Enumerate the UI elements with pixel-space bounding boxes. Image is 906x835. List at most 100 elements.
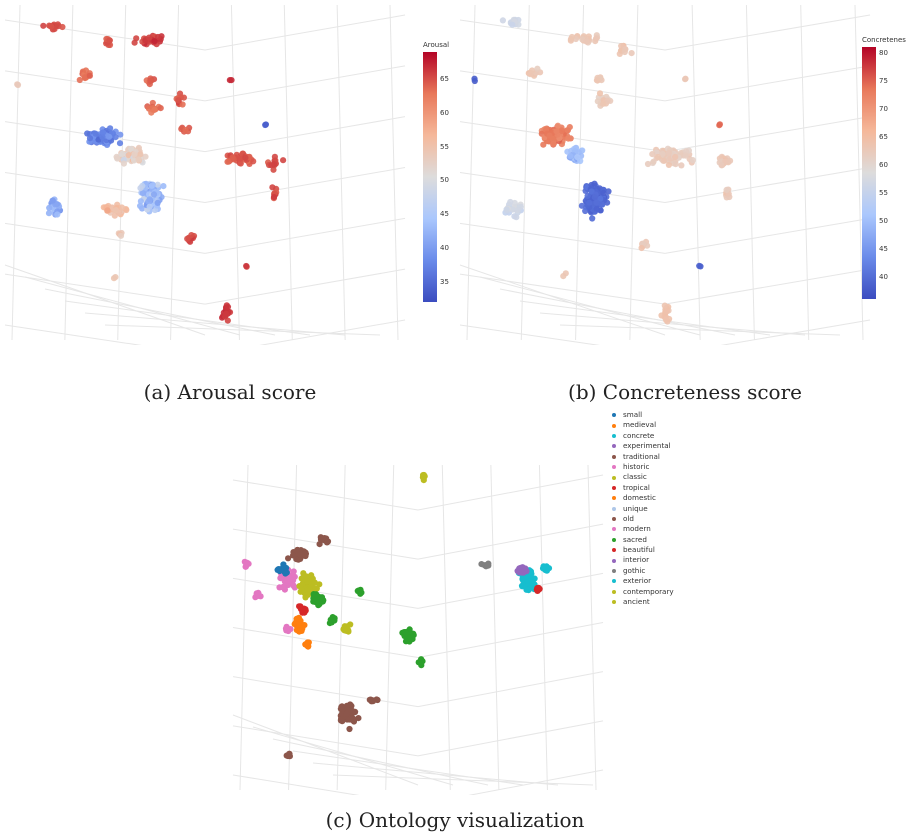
scatter-point	[146, 196, 153, 203]
legend-marker	[612, 558, 616, 563]
scatter-point	[568, 33, 576, 41]
scatter-point	[160, 183, 167, 190]
scatter-point	[81, 74, 89, 81]
scatter-point	[290, 552, 297, 559]
scatter-point	[242, 154, 249, 161]
scatter-point	[592, 35, 600, 42]
scatter-point	[131, 39, 138, 46]
legend-label: beautiful	[623, 545, 655, 555]
arousal-colorbar-title: Arousal	[423, 41, 450, 49]
scatter-point	[147, 77, 154, 84]
scatter-point	[672, 161, 679, 168]
scatter-point	[509, 206, 516, 213]
scatter-point	[649, 151, 656, 158]
scatter-point	[315, 600, 322, 607]
scatter-point	[154, 33, 162, 41]
colorbar-tick-label: 60	[440, 108, 449, 117]
legend-label: unique	[623, 503, 648, 513]
legend-marker	[612, 496, 616, 501]
scatter-point	[574, 154, 581, 161]
scatter-point	[513, 214, 520, 221]
scatter-point	[111, 212, 118, 219]
scatter-point	[545, 565, 553, 572]
scatter-point	[271, 153, 278, 160]
scatter-point	[135, 156, 142, 163]
legend-item: contemporary	[612, 587, 674, 597]
scatter-point	[113, 153, 120, 160]
colorbar-tick-label: 55	[440, 142, 449, 151]
scatter-point	[137, 202, 144, 209]
scatter-point	[696, 262, 703, 269]
scatter-point	[591, 194, 598, 201]
scatter-point	[503, 206, 510, 213]
scatter-point	[596, 90, 604, 97]
scatter-point	[689, 157, 696, 164]
scatter-point	[146, 203, 153, 210]
scatter-point	[118, 204, 125, 211]
scatter-point	[117, 131, 124, 138]
scatter-point	[137, 151, 144, 158]
scatter-point	[534, 65, 541, 72]
colorbar-tick-label: 50	[440, 176, 449, 185]
legend-label: tropical	[623, 482, 650, 492]
legend-marker	[612, 475, 616, 480]
scatter-point	[558, 127, 565, 135]
legend-label: ancient	[623, 597, 650, 607]
scatter-point	[82, 67, 89, 74]
scatter-point	[356, 589, 363, 596]
scatter-point	[131, 151, 138, 158]
legend-marker	[612, 579, 616, 584]
scatter-point	[410, 632, 417, 639]
scatter-point	[600, 189, 607, 197]
scatter-point	[250, 158, 257, 165]
scatter-point	[554, 122, 561, 129]
scatter-point	[355, 715, 362, 722]
scatter-point	[270, 166, 277, 173]
legend-label: small	[623, 410, 643, 419]
scatter-point	[716, 121, 723, 128]
scatter-point	[48, 23, 55, 30]
scatter-point	[268, 162, 275, 169]
scatter-point	[49, 197, 56, 204]
scatter-point	[311, 592, 318, 599]
scatter-point	[46, 204, 53, 211]
scatter-point	[593, 77, 600, 84]
scatter-point	[343, 627, 350, 634]
caption-b: (b) Concreteness score	[568, 380, 802, 404]
scatter-point	[605, 188, 612, 195]
colorbar-tick-label: 70	[879, 104, 888, 113]
scatter-point	[661, 157, 668, 164]
legend-label: gothic	[623, 565, 646, 575]
scatter-point	[283, 625, 290, 632]
legend-item: old	[612, 514, 674, 524]
legend-item: experimental	[612, 441, 674, 451]
legend-marker	[612, 433, 616, 438]
legend-marker	[612, 454, 616, 459]
scatter-point	[304, 639, 311, 646]
scatter-point	[638, 244, 645, 252]
ontology-legend: small medieval concrete experimental traditi…	[612, 410, 674, 607]
scatter-point	[564, 127, 571, 134]
legend-item: sacred	[612, 535, 674, 545]
legend-item: beautiful	[612, 545, 674, 555]
legend-item: domestic	[612, 493, 674, 503]
scatter-point	[237, 155, 244, 162]
scatter-point	[282, 570, 289, 577]
colorbar-tick-label: 45	[879, 244, 888, 253]
legend-label: traditional	[623, 451, 660, 461]
scatter-point	[304, 578, 311, 585]
scatter-point	[549, 135, 556, 142]
scatter-point	[112, 207, 119, 214]
scatter-point	[286, 750, 293, 757]
caption-c: (c) Ontology visualization	[325, 808, 585, 832]
legend-item: medieval	[612, 420, 674, 430]
scatter-point	[402, 638, 410, 645]
scatter-point	[318, 535, 326, 543]
ontology-points	[241, 471, 553, 760]
scatter-point	[471, 75, 478, 82]
scatter-point	[589, 215, 596, 222]
scatter-point	[84, 130, 91, 137]
scatter-point	[327, 616, 334, 623]
scatter-point	[303, 573, 310, 580]
scatter-point	[182, 126, 189, 134]
